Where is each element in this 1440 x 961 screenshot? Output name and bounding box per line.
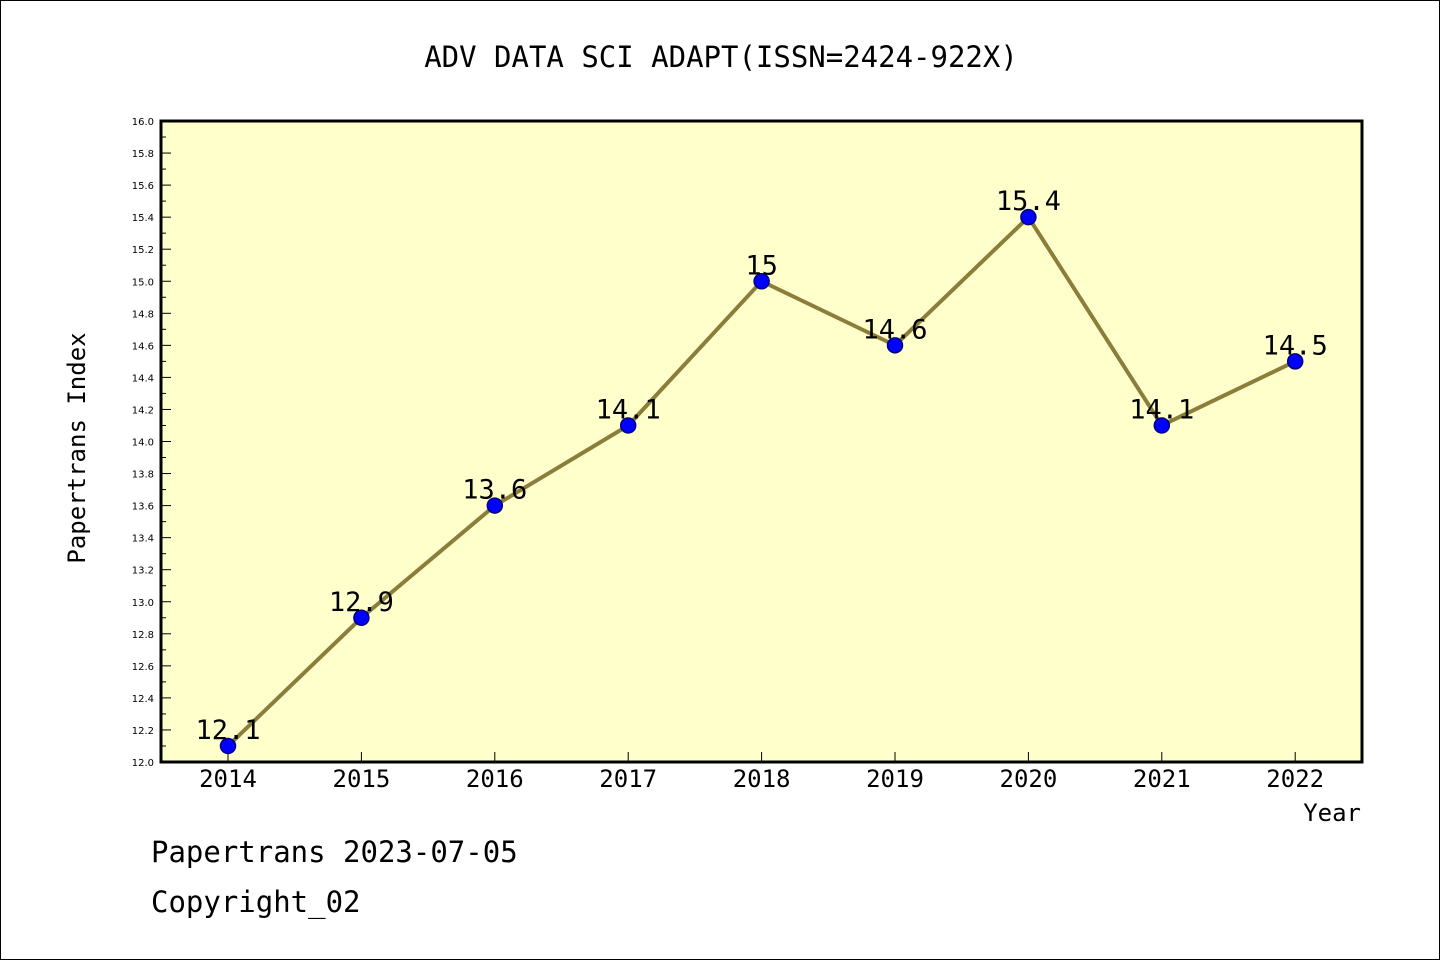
data-point (753, 273, 770, 290)
x-tick-label: 2014 (199, 765, 257, 793)
x-tick-label: 2018 (733, 765, 791, 793)
x-tick-label: 2022 (1266, 765, 1324, 793)
data-label: 13.6 (462, 475, 527, 506)
y-tick-label: 12.0 (132, 758, 154, 769)
data-point (219, 737, 237, 755)
y-tick-label: 12.6 (132, 662, 154, 673)
data-label: 15.4 (996, 186, 1061, 217)
data-point (1286, 353, 1304, 370)
x-axis-label: Year (1303, 799, 1361, 827)
data-label: 14.5 (1263, 330, 1328, 361)
y-tick-label: 12.4 (132, 694, 154, 705)
y-tick-label: 14.8 (132, 309, 154, 320)
data-point (353, 609, 370, 627)
x-tick-label: 2015 (333, 765, 391, 793)
y-axis: 12.0 12.2 12.4 12.6 12.8 13.0 13.2 13.4 13.6 13.8… (132, 117, 171, 769)
data-label: 15 (745, 250, 778, 281)
y-tick-label: 15.8 (132, 149, 154, 160)
x-tick-label: 2021 (1133, 765, 1191, 793)
y-tick-label: 15.2 (132, 245, 154, 256)
y-tick-label: 13.2 (132, 566, 154, 577)
data-label: 14.6 (862, 314, 927, 345)
x-tick-label: 2020 (1000, 765, 1058, 793)
x-tick-label: 2017 (599, 765, 657, 793)
data-label: 12.1 (195, 715, 260, 746)
y-tick-label: 16.0 (132, 117, 154, 128)
y-tick-label: 12.2 (132, 726, 154, 737)
x-axis: 2014 2015 2016 2017 2018 2019 2020 2021 2022 (199, 752, 1324, 793)
y-tick-label: 15.0 (132, 277, 154, 288)
y-tick-label: 13.4 (132, 534, 154, 545)
y-tick-label: 15.4 (132, 213, 154, 224)
footer-copyright: Copyright_02 (151, 885, 361, 919)
data-point (619, 417, 637, 434)
data-label: 14.1 (1129, 394, 1194, 425)
y-tick-label: 15.6 (132, 181, 154, 192)
data-label: 14.1 (596, 394, 661, 425)
data-point (886, 337, 904, 354)
data-labels: 12.1 12.9 13.6 14.1 15 14.6 15.4 14.1 14.5 (195, 186, 1327, 746)
chart-title: ADV DATA SCI ADAPT(ISSN=2424-922X) (424, 40, 1018, 74)
y-tick-label: 14.6 (132, 341, 154, 352)
y-axis-label: Papertrans Index (63, 332, 91, 563)
data-point (486, 497, 504, 514)
y-tick-label: 12.8 (132, 630, 154, 641)
footer-date: Papertrans 2023-07-05 (151, 835, 518, 869)
y-tick-label: 13.6 (132, 502, 154, 513)
y-tick-label: 14.4 (132, 373, 154, 384)
series-line (219, 208, 1304, 755)
y-tick-label: 13.8 (132, 470, 154, 481)
data-point (1153, 417, 1171, 434)
data-label: 12.9 (329, 587, 394, 618)
y-tick-label: 14.2 (132, 405, 154, 416)
y-tick-label: 14.0 (132, 438, 154, 449)
x-tick-label: 2016 (466, 765, 524, 793)
y-tick-label: 13.0 (132, 598, 154, 609)
x-tick-label: 2019 (866, 765, 924, 793)
data-point (1020, 208, 1037, 226)
plot-area (159, 119, 1364, 764)
